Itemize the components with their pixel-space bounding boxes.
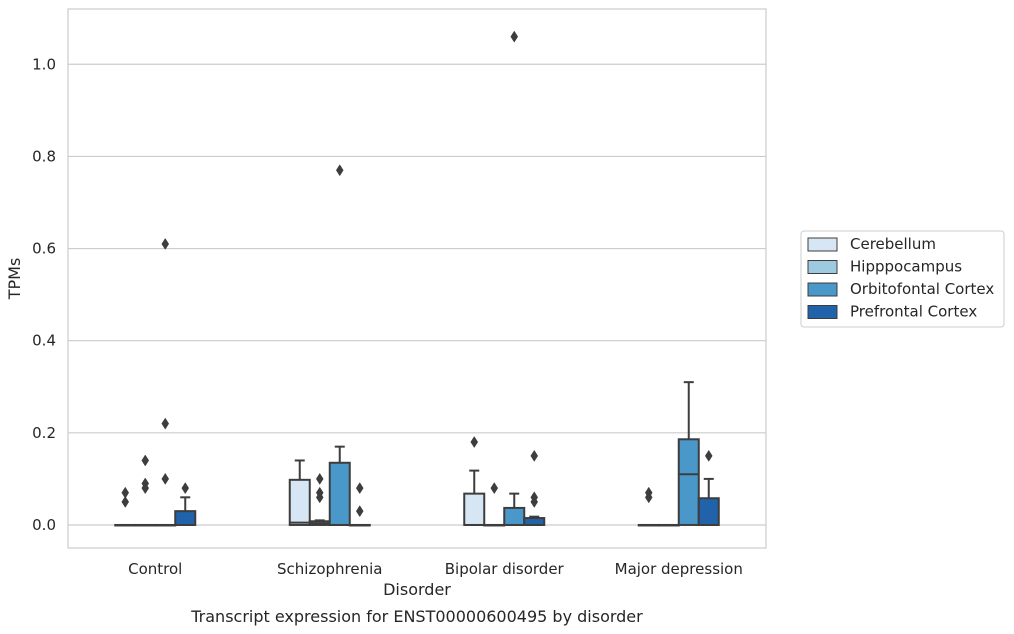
outlier-point xyxy=(355,482,364,495)
x-tick-label: Bipolar disorder xyxy=(445,560,565,578)
box-rect xyxy=(174,510,197,526)
outlier-point xyxy=(530,449,539,462)
outlier-point xyxy=(315,491,324,504)
outlier-point xyxy=(470,436,479,449)
legend-label: Hipppocampus xyxy=(850,258,962,276)
outlier-point xyxy=(141,482,150,495)
box-orbitofontal-cortex xyxy=(328,164,351,526)
x-tick-label: Major depression xyxy=(615,560,743,578)
box-orbitofontal-cortex xyxy=(503,30,526,526)
box-rect xyxy=(523,517,546,526)
legend-swatch xyxy=(807,282,838,297)
boxes-layer xyxy=(114,30,720,527)
grid-lines xyxy=(68,63,766,526)
legend-label: Cerebellum xyxy=(850,235,936,253)
box-cerebellum xyxy=(288,459,311,526)
y-axis-label: TPMs xyxy=(5,258,24,301)
box-cerebellum xyxy=(637,486,660,527)
legend-frame xyxy=(800,230,1005,328)
y-tick-label: 0.2 xyxy=(32,424,56,442)
outlier-point xyxy=(161,417,170,430)
box-prefrontal-cortex xyxy=(174,482,197,526)
legend-swatch xyxy=(807,260,838,274)
box-hipppocampus xyxy=(134,454,157,527)
x-axis-label: Disorder xyxy=(383,580,451,599)
chart-caption: Transcript expression for ENST0000060049… xyxy=(190,607,643,626)
outlier-point xyxy=(644,491,653,504)
box-prefrontal-cortex xyxy=(523,449,546,526)
outlier-point xyxy=(315,472,324,485)
box-rect xyxy=(677,438,700,526)
box-rect xyxy=(463,492,486,526)
box-orbitofontal-cortex xyxy=(154,237,177,527)
outlier-point xyxy=(181,482,190,495)
box-rect xyxy=(697,497,720,526)
y-tick-label: 0.6 xyxy=(32,240,56,258)
box-hipppocampus xyxy=(483,482,506,527)
box-cerebellum xyxy=(463,436,486,526)
box-rect xyxy=(503,506,526,526)
box-cerebellum xyxy=(114,486,137,527)
y-tick-label: 0.8 xyxy=(32,147,56,165)
outlier-point xyxy=(121,495,130,508)
outlier-point xyxy=(704,449,713,462)
legend-swatch xyxy=(807,237,838,252)
outlier-point xyxy=(510,30,519,43)
y-tick-label: 0.4 xyxy=(32,332,56,350)
outlier-point xyxy=(141,454,150,467)
box-rect xyxy=(288,478,311,526)
outlier-point xyxy=(355,505,364,518)
y-tick-label: 0.0 xyxy=(32,516,56,534)
box-rect xyxy=(328,461,351,526)
x-axis-ticks: Control Schizophrenia Bipolar disorder Majo… xyxy=(128,560,743,578)
box-hipppocampus xyxy=(657,523,680,527)
legend: Cerebellum Hipppocampus Orbitofontal Corte… xyxy=(800,230,1005,328)
outlier-point xyxy=(161,237,170,250)
outlier-point xyxy=(530,495,539,508)
x-tick-label: Schizophrenia xyxy=(277,560,382,578)
box-prefrontal-cortex xyxy=(697,449,720,526)
plot-area-frame xyxy=(67,8,767,549)
y-axis-ticks: 0.0 0.2 0.4 0.6 0.8 1.0 xyxy=(32,55,56,534)
box-prefrontal-cortex xyxy=(348,482,371,527)
legend-label: Orbitofontal Cortex xyxy=(850,280,994,298)
outlier-point xyxy=(161,472,170,485)
box-orbitofontal-cortex xyxy=(677,381,700,526)
x-tick-label: Control xyxy=(128,560,182,578)
outlier-point xyxy=(490,482,499,495)
outlier-point xyxy=(335,164,344,177)
legend-label: Prefrontal Cortex xyxy=(850,303,977,321)
legend-swatch xyxy=(807,305,838,319)
box-hipppocampus xyxy=(308,472,331,526)
y-tick-label: 1.0 xyxy=(32,55,56,73)
